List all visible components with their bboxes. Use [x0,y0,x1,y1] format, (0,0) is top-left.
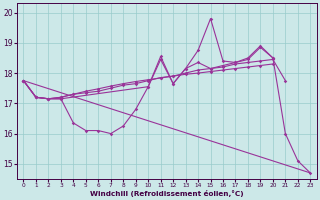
X-axis label: Windchill (Refroidissement éolien,°C): Windchill (Refroidissement éolien,°C) [90,190,244,197]
